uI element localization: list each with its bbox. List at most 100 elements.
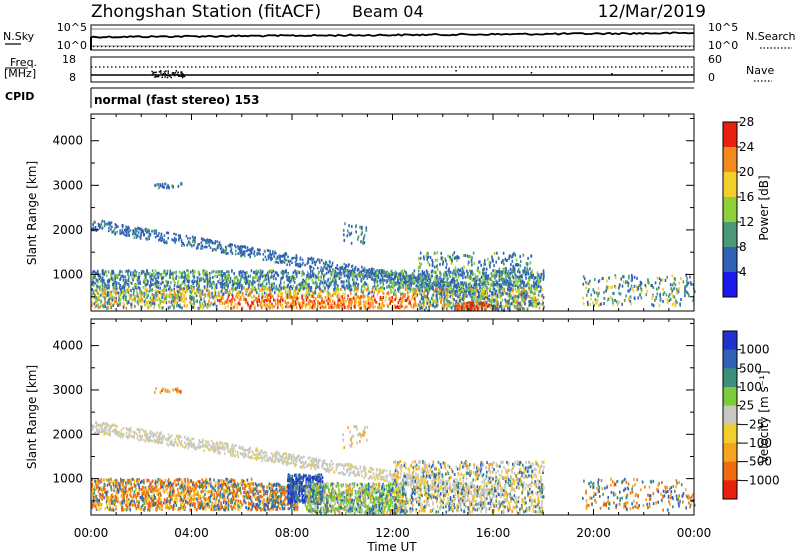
heatmap-cell: [398, 298, 401, 302]
heatmap-cell: [417, 275, 420, 279]
heatmap-cell: [200, 241, 203, 244]
heatmap-cell: [353, 305, 356, 308]
heatmap-cell: [264, 304, 267, 308]
heatmap-cell: [162, 300, 165, 304]
heatmap-cell: [142, 285, 145, 289]
heatmap-cell: [358, 296, 361, 300]
heatmap-cell: [223, 278, 226, 282]
heatmap-cell: [297, 269, 299, 273]
heatmap-cell: [165, 273, 167, 277]
heatmap-cell: [494, 308, 497, 312]
heatmap-cell: [327, 302, 329, 306]
heatmap-cell: [97, 303, 99, 307]
heatmap-cell: [296, 297, 299, 301]
heatmap-cell: [277, 261, 280, 264]
heatmap-cell: [356, 277, 359, 281]
heatmap-cell: [192, 287, 194, 291]
heatmap-cell: [427, 286, 429, 290]
heatmap-cell: [237, 245, 239, 248]
heatmap-cell: [373, 273, 376, 277]
heatmap-cell: [153, 294, 156, 298]
heatmap-cell: [260, 288, 262, 292]
heatmap-cell: [468, 291, 470, 295]
heatmap-cell: [182, 294, 185, 297]
heatmap-cell: [100, 223, 103, 226]
heatmap-cell: [493, 251, 496, 255]
heatmap-cell: [144, 273, 147, 276]
heatmap-cell: [271, 302, 273, 306]
heatmap-cell: [207, 280, 209, 284]
heatmap-cell: [126, 231, 128, 235]
heatmap-cell: [631, 287, 634, 290]
heatmap-cell: [208, 238, 210, 242]
heatmap-cell: [411, 290, 414, 294]
heatmap-cell: [376, 269, 379, 272]
heatmap-cell: [529, 302, 532, 306]
heatmap-cell: [536, 271, 539, 275]
heatmap-cell: [110, 296, 112, 300]
heatmap-cell: [597, 287, 600, 290]
heatmap-cell: [112, 297, 115, 301]
heatmap-cell: [282, 272, 285, 276]
heatmap-cell: [140, 298, 142, 302]
heatmap-cell: [496, 289, 498, 293]
heatmap-cell: [335, 272, 337, 275]
heatmap-cell: [220, 290, 223, 294]
heatmap-cell: [172, 299, 175, 303]
heatmap-cell: [410, 304, 412, 308]
heatmap-cell: [242, 296, 245, 300]
heatmap-cell: [686, 291, 689, 295]
heatmap-cell: [459, 281, 462, 284]
heatmap-cell: [369, 291, 371, 295]
heatmap-cell: [316, 282, 318, 286]
heatmap-cell: [482, 268, 484, 272]
heatmap-cell: [104, 223, 106, 226]
heatmap-cell: [295, 263, 298, 266]
heatmap-cell: [456, 303, 458, 306]
heatmap-cell: [500, 276, 502, 280]
heatmap-cell: [508, 271, 510, 275]
heatmap-cell: [480, 301, 482, 305]
heatmap-cell: [208, 292, 211, 296]
heatmap-cell: [472, 302, 474, 306]
heatmap-cell: [340, 272, 343, 276]
heatmap-cell: [345, 279, 348, 283]
heatmap-cell: [631, 276, 633, 279]
heatmap-cell: [137, 227, 140, 230]
heatmap-cell: [285, 258, 288, 262]
heatmap-cell: [471, 292, 474, 295]
heatmap-cell: [194, 291, 196, 295]
heatmap-cell: [186, 279, 189, 283]
heatmap-cell: [503, 288, 506, 292]
heatmap-cell: [134, 294, 136, 298]
heatmap-cell: [91, 301, 93, 305]
heatmap-cell: [317, 302, 319, 306]
heatmap-cell: [237, 278, 239, 282]
heatmap-cell: [195, 299, 197, 303]
heatmap-cell: [328, 292, 331, 296]
heatmap-cell: [227, 277, 229, 281]
heatmap-cell: [120, 275, 123, 278]
heatmap-cell: [588, 288, 590, 292]
heatmap-cell: [392, 299, 394, 303]
heatmap-cell: [410, 284, 412, 288]
heatmap-cell: [139, 291, 141, 295]
heatmap-cell: [461, 288, 463, 292]
heatmap-cell: [399, 296, 402, 300]
heatmap-cell: [517, 297, 520, 301]
heatmap-cell: [248, 285, 250, 289]
heatmap-cell: [350, 299, 353, 303]
heatmap-cell: [183, 276, 186, 279]
heatmap-cell: [294, 293, 297, 297]
heatmap-cell: [128, 227, 130, 230]
heatmap-cell: [413, 274, 415, 278]
heatmap-cell: [163, 238, 165, 242]
heatmap-cell: [166, 269, 169, 273]
heatmap-cell: [504, 281, 506, 285]
heatmap-cell: [116, 287, 118, 291]
heatmap-cell: [359, 306, 361, 310]
heatmap-cell: [456, 258, 458, 262]
heatmap-cell: [319, 291, 321, 295]
heatmap-cell: [397, 279, 399, 282]
heatmap-cell: [433, 265, 436, 269]
